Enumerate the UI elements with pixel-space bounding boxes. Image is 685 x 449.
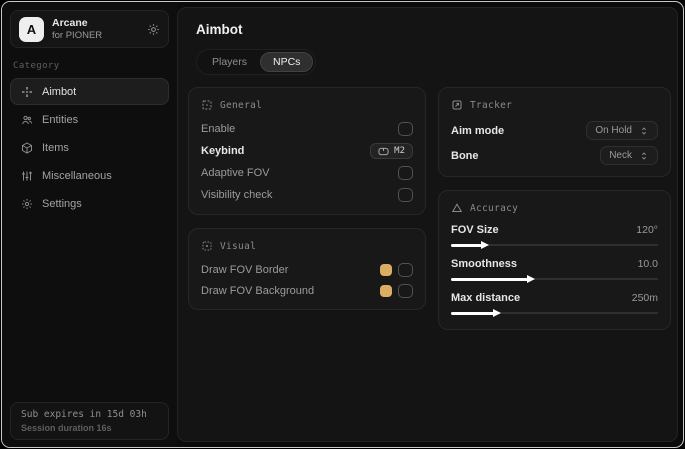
sliders-icon xyxy=(21,170,33,182)
keybind-button[interactable]: M2 xyxy=(370,143,413,159)
tracker-card: Tracker Aim mode On Hold Bone xyxy=(438,87,671,177)
sidebar-item-miscellaneous[interactable]: Miscellaneous xyxy=(10,162,169,189)
setting-label: Draw FOV Border xyxy=(201,263,289,276)
box-icon xyxy=(21,141,33,154)
expand-icon xyxy=(639,126,649,136)
slider-label: Smoothness xyxy=(451,257,518,270)
entities-icon xyxy=(21,114,33,126)
setting-label: Aim mode xyxy=(451,124,505,137)
sidebar-item-label: Miscellaneous xyxy=(42,169,112,182)
slider-value: 10.0 xyxy=(637,257,658,270)
bone-value: Neck xyxy=(609,150,632,161)
setting-row-fov-border: Draw FOV Border xyxy=(201,259,413,280)
subscription-info: Sub expires in 15d 03h Session duration … xyxy=(10,402,169,440)
general-card: General Enable Keybind M2 xyxy=(188,87,426,215)
setting-label: Keybind xyxy=(201,145,245,157)
fov-background-checkbox[interactable] xyxy=(398,283,413,298)
tab-npcs[interactable]: NPCs xyxy=(260,52,314,72)
visual-card: Visual Draw FOV Border Draw FOV Backgrou… xyxy=(188,228,426,310)
adaptive-fov-checkbox[interactable] xyxy=(398,166,413,180)
accuracy-card: Accuracy FOV Size 120° xyxy=(438,190,671,330)
sidebar-item-settings[interactable]: Settings xyxy=(10,190,169,217)
enable-checkbox[interactable] xyxy=(398,122,413,136)
general-section-icon xyxy=(201,99,213,111)
brand-name: Arcane xyxy=(52,17,88,29)
mouse-icon xyxy=(378,147,389,156)
slider-value: 120° xyxy=(636,223,658,236)
app-logo: A xyxy=(19,16,44,42)
visual-section-icon xyxy=(201,240,213,252)
category-label: Category xyxy=(13,61,60,71)
aim-mode-dropdown[interactable]: On Hold xyxy=(586,121,658,140)
setting-row-fov-background: Draw FOV Background xyxy=(201,280,413,301)
tab-players[interactable]: Players xyxy=(212,56,248,68)
setting-row-adaptive-fov: Adaptive FOV xyxy=(201,162,413,184)
bone-dropdown[interactable]: Neck xyxy=(600,146,658,165)
setting-row-enable: Enable xyxy=(201,118,413,140)
slider-label: Max distance xyxy=(451,291,521,304)
setting-label: Enable xyxy=(201,123,236,135)
setting-row-visibility-check: Visibility check xyxy=(201,184,413,206)
expand-icon xyxy=(639,151,649,161)
section-title: Accuracy xyxy=(470,202,519,214)
smoothness-slider[interactable] xyxy=(451,275,658,283)
crosshair-icon xyxy=(21,86,33,98)
slider-thumb[interactable] xyxy=(526,275,535,283)
sidebar-item-aimbot[interactable]: Aimbot xyxy=(10,78,169,105)
fov-background-color-swatch[interactable] xyxy=(380,284,392,297)
section-title: Visual xyxy=(220,240,257,252)
max-distance-slider-group: Max distance 250m xyxy=(451,289,658,317)
setting-row-keybind: Keybind M2 xyxy=(201,140,413,162)
slider-value: 250m xyxy=(631,291,658,304)
brand-card: A Arcane for PIONER xyxy=(10,10,169,48)
setting-label: Visibility check xyxy=(201,189,273,201)
gear-icon[interactable] xyxy=(147,23,160,36)
sub-expiry-text: Sub expires in 15d 03h xyxy=(21,409,147,420)
settings-gear-icon xyxy=(21,198,33,210)
setting-label: Draw FOV Background xyxy=(201,284,315,297)
setting-label: Bone xyxy=(451,149,479,162)
sidebar-item-label: Items xyxy=(42,141,69,154)
page-title: Aimbot xyxy=(196,22,243,37)
setting-row-aim-mode: Aim mode On Hold xyxy=(451,118,658,143)
accuracy-section-icon xyxy=(451,202,463,214)
max-distance-slider[interactable] xyxy=(451,309,658,317)
smoothness-slider-group: Smoothness 10.0 xyxy=(451,255,658,283)
sidebar-item-label: Aimbot xyxy=(42,85,77,98)
sidebar-item-label: Entities xyxy=(42,113,79,126)
fov-size-slider[interactable] xyxy=(451,241,658,249)
slider-thumb[interactable] xyxy=(481,241,490,249)
brand-subtitle: for PIONER xyxy=(52,29,103,41)
aim-mode-value: On Hold xyxy=(595,125,632,136)
target-tabs: Players NPCs xyxy=(196,49,317,75)
sidebar-item-items[interactable]: Items xyxy=(10,134,169,161)
setting-row-bone: Bone Neck xyxy=(451,143,658,168)
main-panel: Aimbot Players NPCs General Enable xyxy=(177,7,678,442)
sidebar-item-label: Settings xyxy=(42,197,82,210)
slider-thumb[interactable] xyxy=(493,309,502,317)
section-title: Tracker xyxy=(470,99,513,111)
sidebar-item-entities[interactable]: Entities xyxy=(10,106,169,133)
sidebar: A Arcane for PIONER Category Aimbot Enti… xyxy=(2,2,177,447)
keybind-value: M2 xyxy=(394,146,405,156)
visibility-check-checkbox[interactable] xyxy=(398,188,413,202)
tracker-section-icon xyxy=(451,99,463,111)
session-duration-text: Session duration 16s xyxy=(21,423,112,433)
section-title: General xyxy=(220,99,263,111)
setting-label: Adaptive FOV xyxy=(201,167,270,179)
fov-border-checkbox[interactable] xyxy=(398,262,413,277)
fov-size-slider-group: FOV Size 120° xyxy=(451,221,658,249)
fov-border-color-swatch[interactable] xyxy=(380,263,392,276)
slider-label: FOV Size xyxy=(451,223,499,236)
